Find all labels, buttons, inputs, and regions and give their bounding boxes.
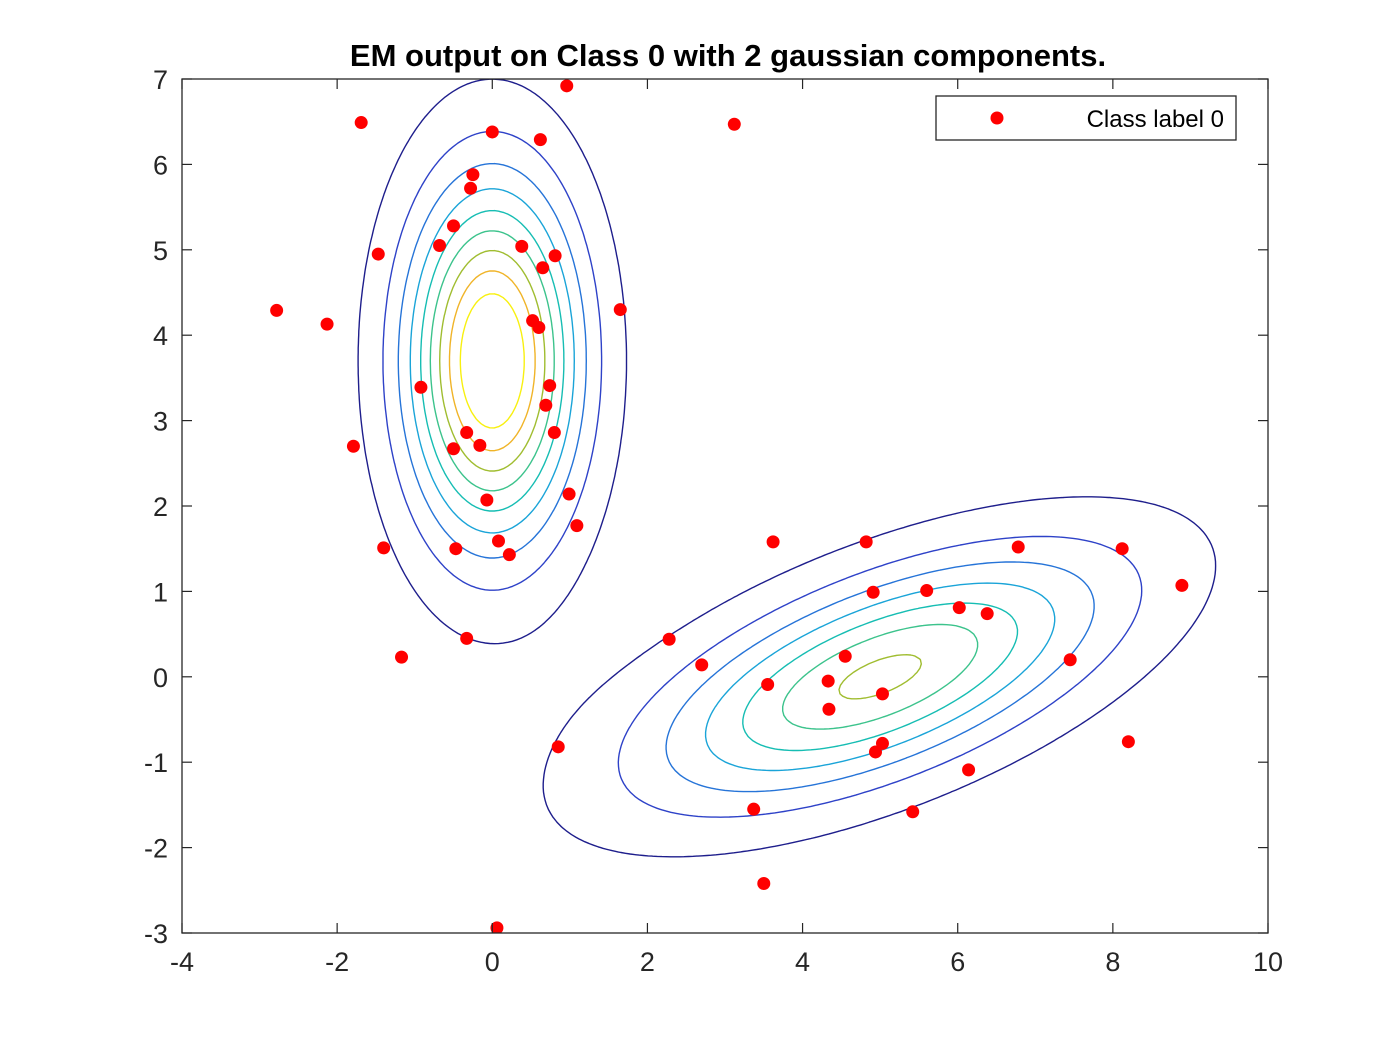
- legend: Class label 0: [935, 95, 1237, 141]
- x-tick-label: 10: [1253, 947, 1283, 977]
- data-point: [1121, 735, 1135, 749]
- contour-line: [382, 130, 1143, 818]
- data-point: [533, 133, 547, 147]
- data-point: [613, 303, 627, 317]
- contour-line: [448, 270, 536, 452]
- legend-label: Class label 0: [1087, 106, 1224, 133]
- data-point: [1011, 540, 1025, 554]
- x-tick-label: 6: [950, 947, 965, 977]
- data-point: [875, 736, 889, 750]
- data-point: [485, 125, 499, 139]
- data-point: [447, 442, 460, 456]
- data-point: [491, 534, 505, 548]
- data-point: [662, 632, 676, 646]
- data-point: [515, 239, 529, 253]
- data-point: [920, 584, 934, 598]
- data-point: [371, 247, 385, 261]
- data-point: [547, 426, 561, 440]
- plot-axes-box: [181, 78, 1269, 934]
- data-point: [906, 805, 920, 819]
- y-tick-label: 1: [153, 577, 168, 607]
- x-tick-label: 8: [1105, 947, 1120, 977]
- data-point: [490, 921, 504, 933]
- data-point: [270, 303, 284, 317]
- data-point: [1175, 578, 1189, 592]
- data-point: [532, 321, 546, 335]
- axis-ticks: -4 -2 0 2 4 6 8 10 -3 -2 -1 0 1 2 3 4 5 6 7: [144, 65, 1283, 977]
- data-point: [466, 168, 480, 182]
- data-point: [377, 541, 391, 555]
- data-point: [539, 398, 553, 412]
- data-point: [464, 181, 478, 195]
- y-tick-label: 2: [153, 492, 168, 522]
- y-tick-label: 7: [153, 65, 168, 95]
- data-point: [1063, 653, 1077, 667]
- y-tick-label: 0: [153, 663, 168, 693]
- data-point: [551, 740, 565, 754]
- data-point: [460, 426, 474, 440]
- data-point: [980, 607, 994, 621]
- data-point: [346, 439, 360, 453]
- data-point: [447, 219, 460, 233]
- data-point: [473, 438, 487, 452]
- contour-line: [420, 209, 1019, 752]
- data-point: [562, 487, 576, 501]
- data-point: [548, 249, 562, 263]
- data-point: [320, 317, 334, 331]
- data-point: [757, 876, 771, 890]
- data-point: [875, 687, 889, 701]
- chart-title: EM output on Class 0 with 2 gaussian com…: [350, 38, 1106, 73]
- y-tick-label: 6: [153, 150, 168, 180]
- y-tick-label: -1: [144, 748, 168, 778]
- data-point: [395, 650, 409, 664]
- data-point: [821, 674, 835, 688]
- x-tick-label: -4: [170, 947, 194, 977]
- y-tick-label: 5: [153, 236, 168, 266]
- data-point: [838, 649, 852, 663]
- data-point: [570, 519, 584, 533]
- data-point: [727, 117, 741, 131]
- data-point: [536, 261, 550, 275]
- y-tick-label: 4: [153, 321, 168, 351]
- x-tick-label: 2: [640, 947, 655, 977]
- data-point: [449, 542, 463, 556]
- data-point: [543, 379, 557, 393]
- data-point: [460, 631, 474, 645]
- data-point: [433, 239, 447, 253]
- data-point: [560, 79, 574, 93]
- contour-line: [429, 230, 979, 730]
- data-point: [695, 658, 709, 672]
- contour-line: [409, 188, 1056, 772]
- contour-layer: [357, 79, 1217, 858]
- data-point: [414, 380, 428, 394]
- data-point: [952, 601, 966, 615]
- data-point: [502, 548, 516, 562]
- data-point: [747, 802, 761, 816]
- scatter-points: [270, 79, 1189, 933]
- contour-line: [459, 293, 525, 429]
- y-tick-label: -2: [144, 834, 168, 864]
- legend-marker: [990, 111, 1004, 125]
- data-point: [354, 116, 368, 130]
- y-tick-label: -3: [144, 919, 168, 949]
- data-point: [1115, 542, 1129, 556]
- x-tick-label: -2: [325, 947, 349, 977]
- data-point: [859, 535, 873, 549]
- legend-box: [935, 95, 1237, 141]
- contour-line: [357, 79, 1217, 858]
- contour-line: [439, 249, 922, 700]
- data-point: [766, 535, 780, 549]
- data-point: [761, 677, 775, 691]
- y-tick-label: 3: [153, 407, 168, 437]
- data-point: [822, 702, 836, 716]
- data-point: [962, 763, 976, 777]
- x-tick-label: 4: [795, 947, 810, 977]
- data-point: [866, 585, 880, 599]
- x-tick-label: 0: [485, 947, 500, 977]
- data-point: [480, 493, 494, 507]
